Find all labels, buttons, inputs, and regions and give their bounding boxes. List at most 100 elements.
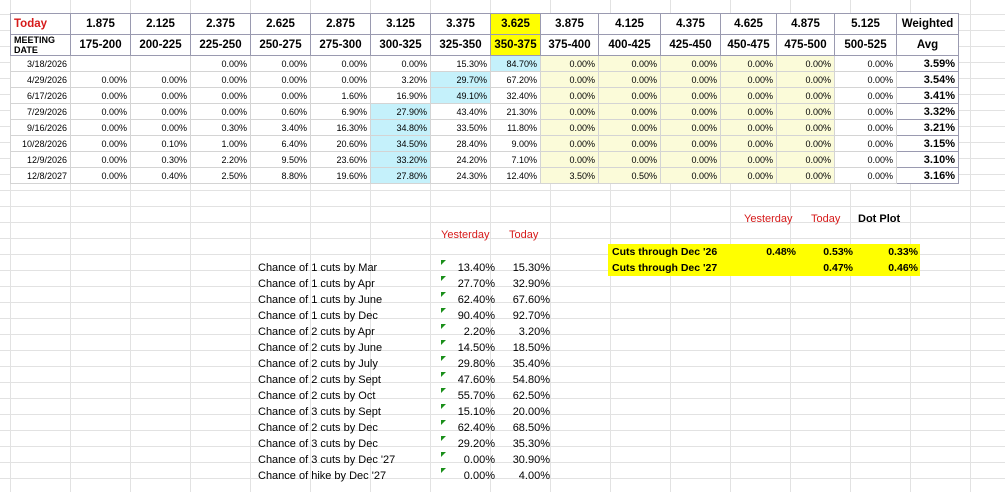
probability-cell[interactable]: 1.60%: [310, 87, 371, 104]
chance-label[interactable]: Chance of 2 cuts by Apr: [258, 326, 375, 338]
rate-header[interactable]: 5.125: [834, 13, 897, 35]
rate-header[interactable]: 3.375: [430, 13, 491, 35]
probability-cell[interactable]: 0.00%: [834, 135, 897, 152]
chance-today-value[interactable]: 62.50%: [512, 390, 550, 402]
meeting-date-cell[interactable]: 6/17/2026: [10, 87, 71, 104]
probability-cell[interactable]: 29.70%: [430, 71, 491, 88]
range-header[interactable]: 475-500: [776, 34, 835, 56]
chance-today-value[interactable]: 18.50%: [512, 342, 550, 354]
probability-cell[interactable]: 0.00%: [660, 167, 721, 184]
probability-cell[interactable]: 0.00%: [310, 55, 371, 72]
chance-yesterday-value[interactable]: 29.20%: [457, 438, 495, 450]
probability-cell[interactable]: 0.00%: [660, 119, 721, 136]
weighted-avg-cell[interactable]: 3.10%: [896, 151, 959, 168]
probability-cell[interactable]: 21.30%: [490, 103, 541, 120]
probability-cell[interactable]: 0.00%: [540, 55, 599, 72]
chance-label[interactable]: Chance of 2 cuts by July: [258, 358, 378, 370]
rate-header[interactable]: 2.625: [250, 13, 311, 35]
chance-yesterday-value[interactable]: 0.00%: [463, 470, 495, 482]
chance-yesterday-value[interactable]: 29.80%: [457, 358, 495, 370]
probability-cell[interactable]: 8.80%: [250, 167, 311, 184]
range-header[interactable]: 450-475: [720, 34, 777, 56]
probability-cell[interactable]: 0.00%: [310, 71, 371, 88]
chance-label[interactable]: Chance of 3 cuts by Sept: [258, 406, 381, 418]
probability-cell[interactable]: 0.00%: [720, 71, 777, 88]
chance-today-value[interactable]: 20.00%: [512, 406, 550, 418]
probability-cell[interactable]: 0.00%: [190, 103, 251, 120]
rate-header[interactable]: 4.875: [776, 13, 835, 35]
chance-today-value[interactable]: 54.80%: [512, 374, 550, 386]
probability-cell[interactable]: 23.60%: [310, 151, 371, 168]
weighted-avg-cell[interactable]: 3.16%: [896, 167, 959, 184]
probability-cell[interactable]: 0.00%: [540, 71, 599, 88]
chance-today-value[interactable]: 67.60%: [512, 294, 550, 306]
weighted-avg-cell[interactable]: 3.15%: [896, 135, 959, 152]
rate-header[interactable]: 4.625: [720, 13, 777, 35]
probability-cell[interactable]: 34.80%: [370, 119, 431, 136]
chance-today-value[interactable]: 92.70%: [512, 310, 550, 322]
probability-cell[interactable]: 0.00%: [540, 151, 599, 168]
probability-cell[interactable]: 43.40%: [430, 103, 491, 120]
probability-cell[interactable]: 0.00%: [834, 55, 897, 72]
range-header[interactable]: 350-375: [490, 34, 541, 56]
chances-yesterday-header[interactable]: Yesterday: [441, 229, 490, 241]
probability-cell[interactable]: 0.00%: [598, 55, 661, 72]
range-header[interactable]: 425-450: [660, 34, 721, 56]
range-header[interactable]: 200-225: [130, 34, 191, 56]
probability-cell[interactable]: 0.00%: [834, 87, 897, 104]
rate-header[interactable]: 4.375: [660, 13, 721, 35]
probability-cell[interactable]: 0.00%: [598, 135, 661, 152]
probability-cell[interactable]: 15.30%: [430, 55, 491, 72]
rate-header[interactable]: 2.125: [130, 13, 191, 35]
probability-cell[interactable]: 0.00%: [660, 55, 721, 72]
probability-cell[interactable]: 0.00%: [70, 103, 131, 120]
probability-cell[interactable]: 0.00%: [660, 135, 721, 152]
chance-today-value[interactable]: 30.90%: [512, 454, 550, 466]
rate-header[interactable]: 3.125: [370, 13, 431, 35]
range-header[interactable]: 375-400: [540, 34, 599, 56]
probability-cell[interactable]: 9.50%: [250, 151, 311, 168]
probability-cell[interactable]: 3.20%: [370, 71, 431, 88]
meeting-date-cell[interactable]: 7/29/2026: [10, 103, 71, 120]
probability-cell[interactable]: 3.50%: [540, 167, 599, 184]
probability-cell[interactable]: 0.00%: [598, 71, 661, 88]
chance-yesterday-value[interactable]: 62.40%: [457, 294, 495, 306]
probability-cell[interactable]: 19.60%: [310, 167, 371, 184]
probability-cell[interactable]: 28.40%: [430, 135, 491, 152]
chance-today-value[interactable]: 68.50%: [512, 422, 550, 434]
probability-cell[interactable]: 0.00%: [130, 71, 191, 88]
rate-header[interactable]: 2.375: [190, 13, 251, 35]
meeting-date-header[interactable]: MEETING DATE: [10, 34, 71, 56]
chance-label[interactable]: Chance of 1 cuts by Mar: [258, 262, 378, 274]
probability-cell[interactable]: 0.00%: [250, 87, 311, 104]
probability-cell[interactable]: 0.00%: [660, 87, 721, 104]
probability-cell[interactable]: 0.00%: [70, 135, 131, 152]
range-header[interactable]: 500-525: [834, 34, 897, 56]
chance-today-value[interactable]: 4.00%: [518, 470, 550, 482]
probability-cell[interactable]: 0.00%: [776, 55, 835, 72]
probability-cell[interactable]: 24.30%: [430, 167, 491, 184]
probability-cell[interactable]: [130, 55, 191, 72]
probability-cell[interactable]: 34.50%: [370, 135, 431, 152]
chance-yesterday-value[interactable]: 47.60%: [457, 374, 495, 386]
probability-cell[interactable]: 0.00%: [720, 119, 777, 136]
probability-cell[interactable]: 0.00%: [776, 87, 835, 104]
weighted-avg-cell[interactable]: 3.21%: [896, 119, 959, 136]
chance-label[interactable]: Chance of 2 cuts by June: [258, 342, 383, 354]
range-header[interactable]: 225-250: [190, 34, 251, 56]
probability-cell[interactable]: 0.00%: [834, 103, 897, 120]
range-header[interactable]: 325-350: [430, 34, 491, 56]
weighted-avg-cell[interactable]: 3.32%: [896, 103, 959, 120]
probability-cell[interactable]: 0.00%: [720, 55, 777, 72]
probability-cell[interactable]: 0.00%: [720, 151, 777, 168]
probability-cell[interactable]: 3.40%: [250, 119, 311, 136]
chance-label[interactable]: Chance of 1 cuts by Dec: [258, 310, 378, 322]
probability-cell[interactable]: 0.00%: [598, 103, 661, 120]
probability-cell[interactable]: 0.00%: [720, 87, 777, 104]
chance-label[interactable]: Chance of 1 cuts by June: [258, 294, 383, 306]
rate-header[interactable]: 3.625: [490, 13, 541, 35]
probability-cell[interactable]: 27.90%: [370, 103, 431, 120]
chance-label[interactable]: Chance of 3 cuts by Dec '27: [258, 454, 396, 466]
chance-yesterday-value[interactable]: 90.40%: [457, 310, 495, 322]
weighted-header[interactable]: Weighted: [896, 13, 959, 35]
